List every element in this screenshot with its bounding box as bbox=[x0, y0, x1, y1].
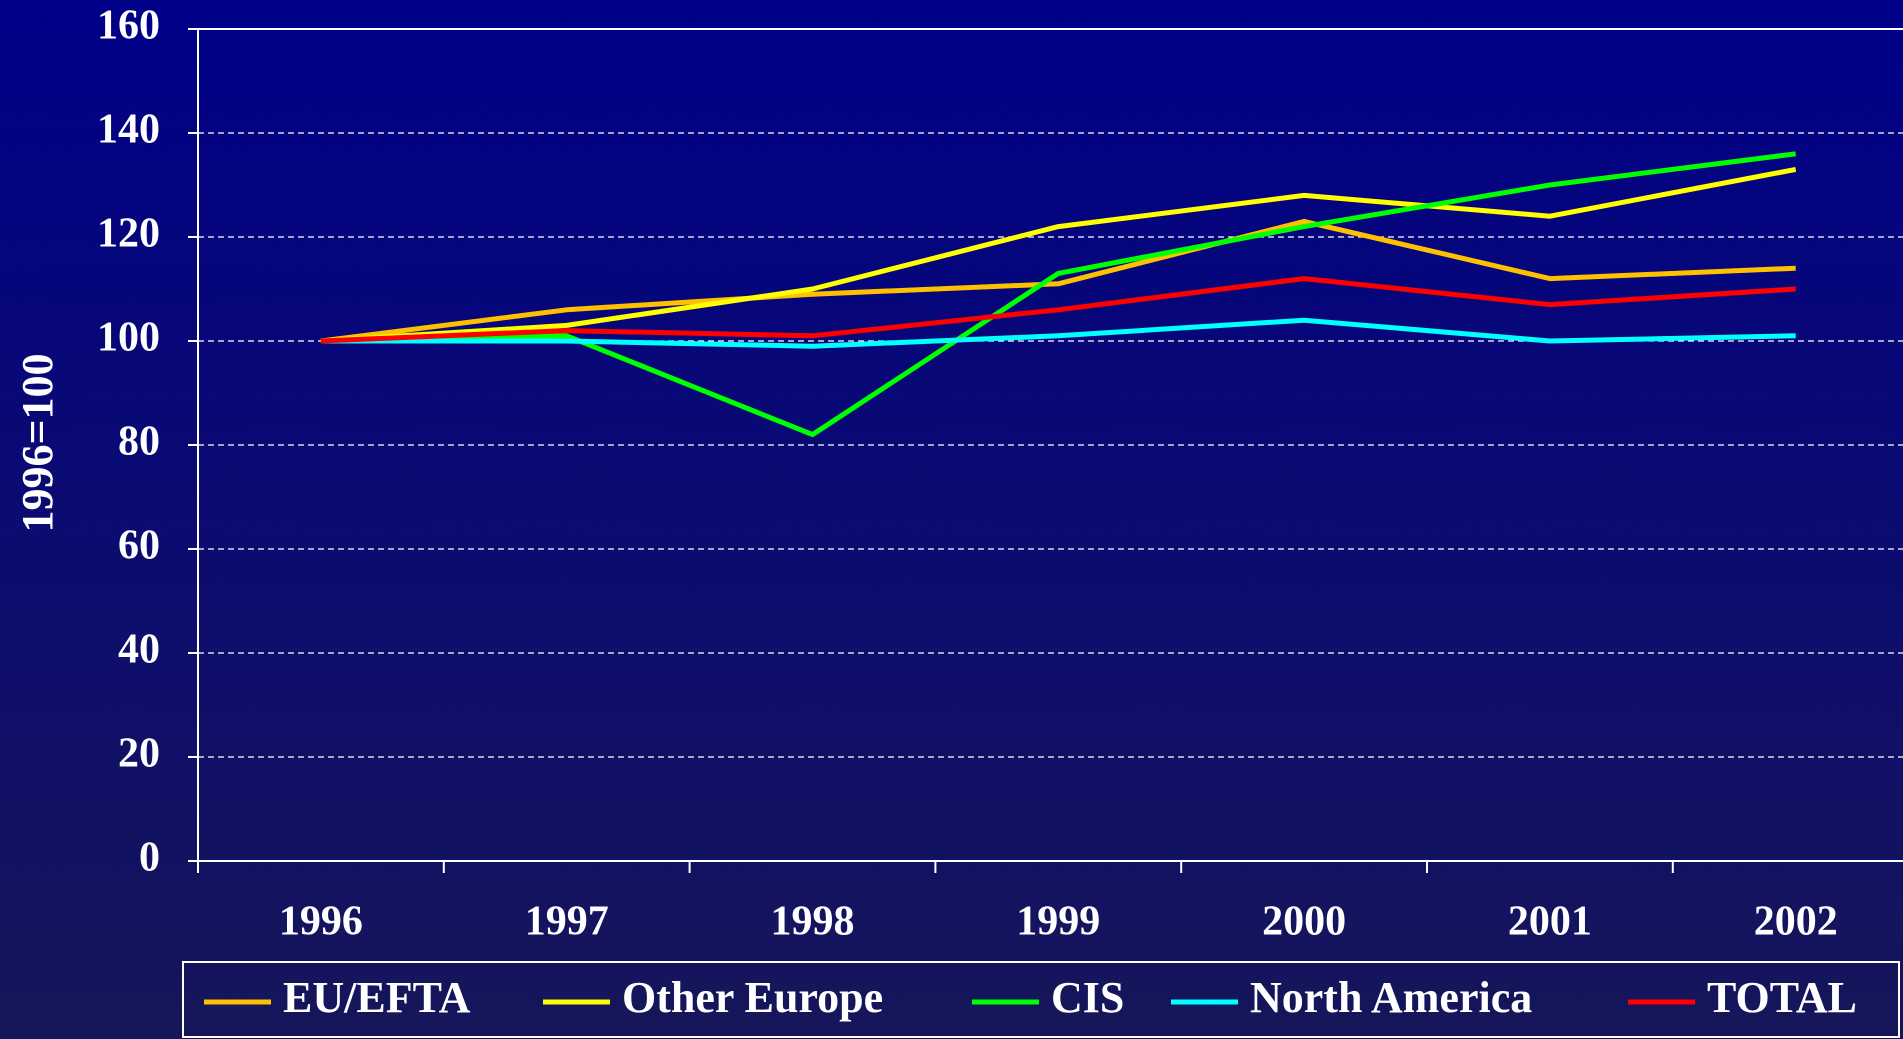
y-tick-label: 160 bbox=[97, 3, 160, 49]
x-tick-label: 1998 bbox=[771, 899, 855, 945]
y-tick-label: 0 bbox=[139, 835, 160, 881]
legend-label: TOTAL bbox=[1707, 973, 1857, 1022]
x-tick-label: 1996 bbox=[279, 899, 363, 945]
y-tick-label: 100 bbox=[97, 315, 160, 361]
series-line bbox=[320, 317, 1796, 349]
x-tick-label: 2001 bbox=[1508, 899, 1592, 945]
series-line bbox=[320, 218, 1796, 344]
legend-label: North America bbox=[1250, 973, 1532, 1022]
y-tick-label: 60 bbox=[118, 523, 160, 569]
y-axis-label: 1996=100 bbox=[13, 353, 62, 532]
y-tick-label: 140 bbox=[97, 107, 160, 153]
legend-box bbox=[182, 961, 1900, 1038]
legend-label: EU/EFTA bbox=[283, 973, 471, 1022]
y-tick-label: 120 bbox=[97, 211, 160, 257]
legend-label: CIS bbox=[1051, 973, 1124, 1022]
series-line bbox=[320, 276, 1796, 344]
series-line bbox=[320, 166, 1797, 344]
y-tick-label: 80 bbox=[118, 419, 160, 465]
y-tick-label: 40 bbox=[118, 627, 160, 673]
y-tick-label: 20 bbox=[118, 731, 160, 777]
x-tick-label: 2000 bbox=[1262, 899, 1346, 945]
x-tick-label: 2002 bbox=[1754, 899, 1838, 945]
series-line bbox=[320, 151, 1797, 438]
legend-label: Other Europe bbox=[622, 973, 883, 1022]
x-tick-label: 1997 bbox=[525, 899, 609, 945]
x-tick-label: 1999 bbox=[1016, 899, 1100, 945]
